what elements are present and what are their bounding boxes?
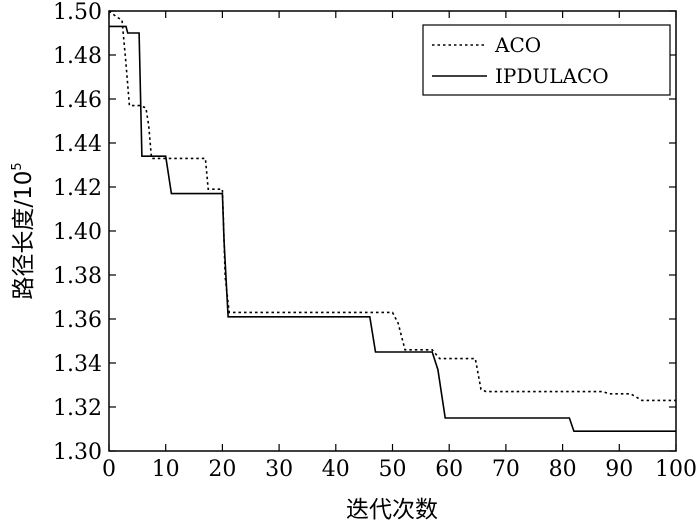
y-tick-label: 1.44 — [53, 132, 102, 157]
x-tick-label: 60 — [435, 457, 463, 482]
series-line-ipdulaco — [109, 25, 676, 432]
x-tick-label: 50 — [379, 457, 407, 482]
x-tick-label: 100 — [655, 457, 697, 482]
y-tick-label: 1.34 — [53, 352, 102, 377]
x-tick-label: 40 — [322, 457, 350, 482]
x-tick-label: 30 — [265, 457, 293, 482]
x-tick-label: 10 — [152, 457, 180, 482]
x-tick-label: 0 — [102, 457, 116, 482]
y-tick-label: 1.42 — [53, 176, 102, 201]
legend-label-aco: ACO — [494, 33, 541, 57]
y-tick-label: 1.38 — [53, 264, 102, 289]
axis-ticks: 0 10 20 30 40 50 60 70 80 90 100 1.30 1.32 1.34 1.36 1.… — [53, 0, 697, 482]
y-tick-label: 1.46 — [53, 88, 102, 113]
y-tick-label: 1.40 — [53, 220, 102, 245]
y-tick-label: 1.50 — [53, 0, 102, 25]
x-tick-label: 80 — [549, 457, 577, 482]
y-tick-label: 1.36 — [53, 308, 102, 333]
legend-label-ipdulaco: IPDULACO — [495, 64, 609, 88]
legend-box — [422, 24, 671, 96]
x-axis-title: 迭代次数 — [346, 497, 438, 523]
y-axis-title-exponent: 5 — [10, 162, 25, 170]
series-layer — [108, 10, 676, 432]
x-tick-label: 20 — [208, 457, 236, 482]
series-line-aco — [108, 10, 676, 402]
y-tick-label: 1.30 — [53, 440, 102, 465]
x-tick-label: 70 — [492, 457, 520, 482]
x-tick-label: 90 — [605, 457, 633, 482]
legend: ACO IPDULACO — [422, 24, 671, 96]
y-tick-label: 1.32 — [53, 396, 102, 421]
y-tick-label: 1.48 — [53, 44, 102, 69]
y-axis-title-main: 路径长度/10 — [11, 171, 37, 300]
y-axis-title: 路径长度/105 — [10, 162, 37, 299]
svg-text:路径长度/105: 路径长度/105 — [10, 162, 37, 299]
